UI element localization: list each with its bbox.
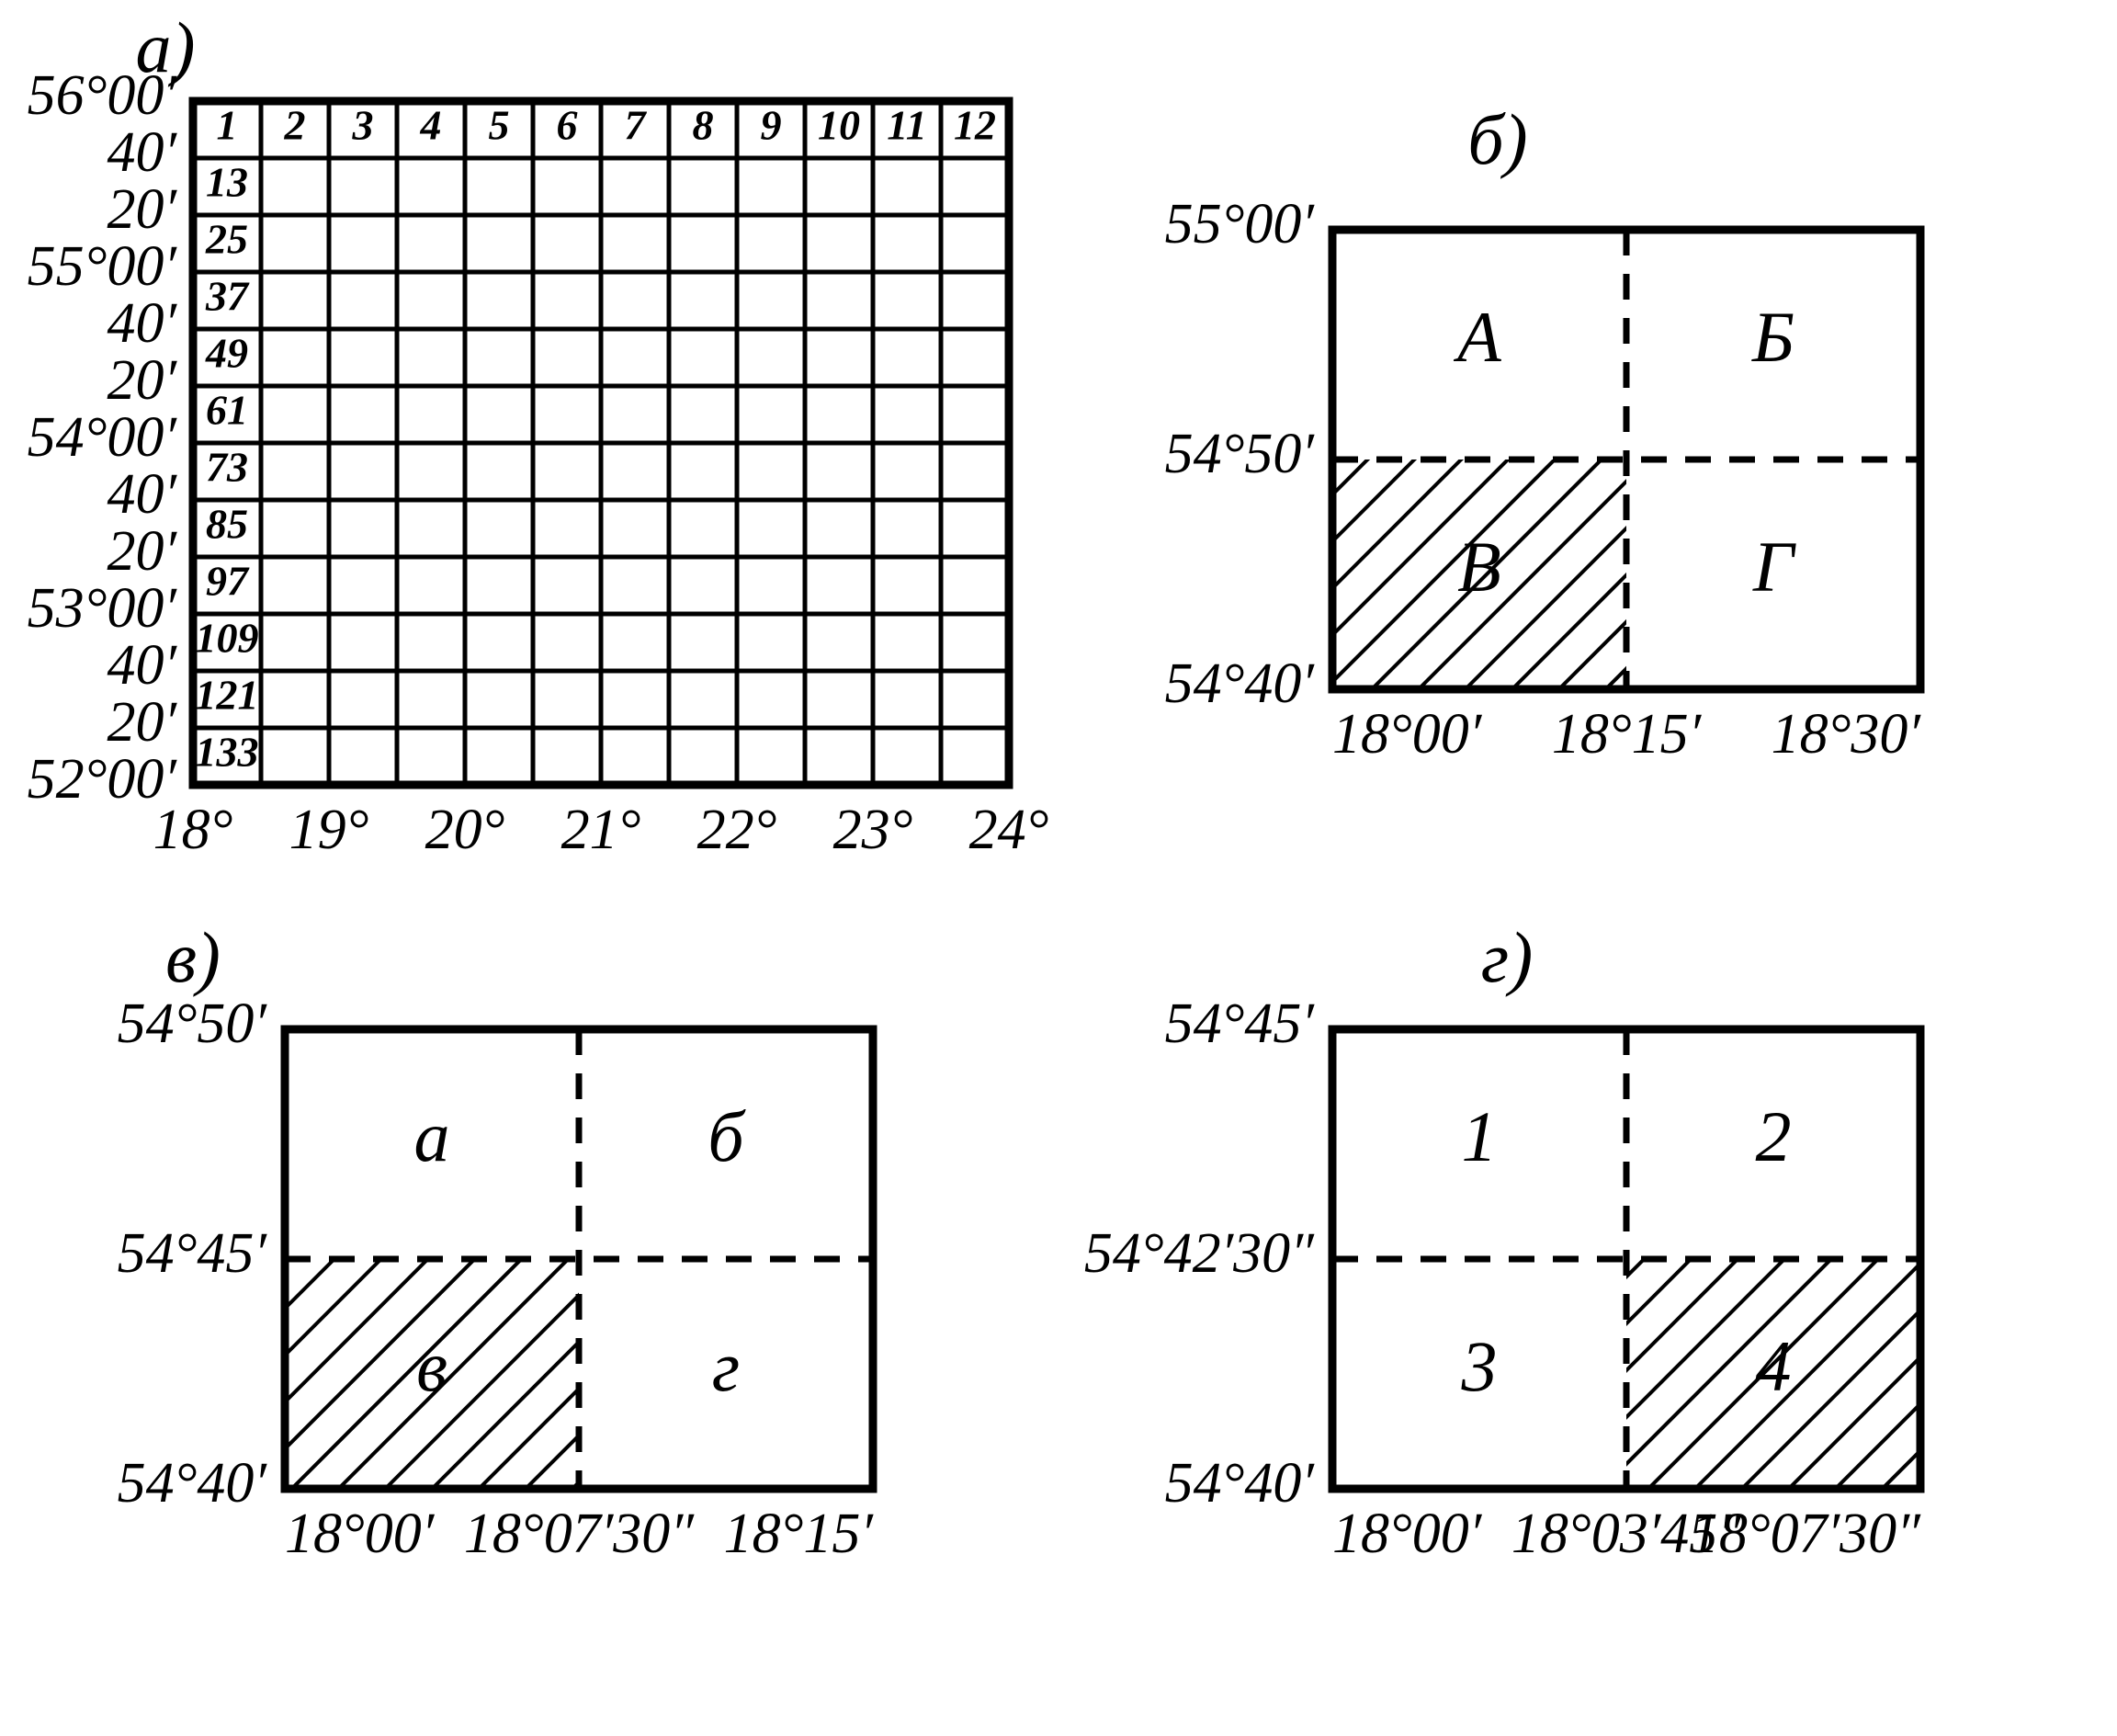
panel-b-xlabel: 18°30′ <box>1772 703 1922 766</box>
panel-b-xlabel: 18°15′ <box>1552 703 1703 766</box>
panel-d-ylabel: 54°45′ <box>1165 993 1316 1055</box>
panel-b-ylabel: 54°50′ <box>1165 423 1316 485</box>
panel-a-xlabel: 24° <box>969 799 1049 861</box>
diagram-root: а)12345678910111213253749617385971091211… <box>0 0 2117 1736</box>
panel-a-ylabel: 40′ <box>107 121 177 184</box>
panel-c: в) а б в г 54°50′ 54°45′ 54°40′ 18°00′ 18°07′30″ 1… <box>118 917 875 1565</box>
grid-top-number: 8 <box>693 102 714 149</box>
grid-top-number: 5 <box>489 102 510 149</box>
quad-label: А <box>1453 297 1501 377</box>
grid-left-number: 85 <box>206 501 248 548</box>
panel-a-xlabel: 22° <box>697 799 777 861</box>
panel-d: г)123454°45′54°42′30″54°40′18°00′18°03′4… <box>1084 917 1921 1565</box>
grid-top-number: 2 <box>284 102 306 149</box>
grid-top-number: 11 <box>887 102 926 149</box>
panel-d-label: г) <box>1481 917 1533 997</box>
grid-left-number: 133 <box>196 729 259 776</box>
panel-a-xlabel: 20° <box>425 799 505 861</box>
panel-c-label: в) <box>165 917 221 997</box>
quad-label: Г <box>1752 527 1796 607</box>
panel-a: а)12345678910111213253749617385971091211… <box>28 7 1049 861</box>
grid-left-number: 49 <box>205 330 248 377</box>
panel-a-ylabel: 20′ <box>107 520 177 583</box>
panel-b-label: б) <box>1467 99 1527 179</box>
grid-left-number: 97 <box>206 558 250 605</box>
grid-top-number: 7 <box>625 102 648 149</box>
grid-top-number: 12 <box>954 102 996 149</box>
panel-a-ylabel: 20′ <box>107 691 177 754</box>
panel-c-xlabel: 18°00′ <box>285 1503 436 1565</box>
grid-left-number: 25 <box>205 216 248 263</box>
panel-a-ylabel: 53°00′ <box>28 577 178 640</box>
panel-b: б) А Б В Г 55°00′ 54°50′ 54°40′ 18°00′ 18°15′ 18°3… <box>1165 99 1922 766</box>
grid-top-number: 10 <box>818 102 860 149</box>
panel-c-ylabel: 54°45′ <box>118 1222 268 1285</box>
panel-a-ylabel: 55°00′ <box>28 235 178 298</box>
panel-c-ylabel: 54°50′ <box>118 993 268 1055</box>
quad-label: б <box>708 1096 746 1176</box>
panel-c-xlabel: 18°07′30″ <box>464 1503 695 1565</box>
panel-a-ylabel: 20′ <box>107 178 177 241</box>
panel-a-ylabel: 40′ <box>107 292 177 355</box>
panel-a-xlabel: 23° <box>833 799 913 861</box>
quad-label: В <box>1457 527 1501 607</box>
quad-label: г <box>712 1326 740 1406</box>
panel-a-ylabel: 54°00′ <box>28 406 178 469</box>
grid-left-number: 73 <box>206 444 248 491</box>
panel-a-ylabel: 20′ <box>107 349 177 412</box>
panel-c-ylabel: 54°40′ <box>118 1452 268 1515</box>
quad-label: а <box>414 1096 450 1176</box>
grid-left-number: 121 <box>196 672 259 719</box>
quad-label: Б <box>1751 297 1794 377</box>
quad-label: 2 <box>1756 1096 1792 1176</box>
quad-label: в <box>416 1326 447 1406</box>
quad-label: 3 <box>1461 1326 1498 1406</box>
grid-left-number: 61 <box>206 387 248 434</box>
panel-b-ylabel: 54°40′ <box>1165 652 1316 715</box>
panel-a-xlabel: 19° <box>289 799 369 861</box>
grid-top-number: 3 <box>352 102 374 149</box>
panel-a-ylabel: 40′ <box>107 463 177 526</box>
grid-top-number: 6 <box>557 102 578 149</box>
panel-c-xlabel: 18°15′ <box>724 1503 875 1565</box>
panel-a-xlabel: 18° <box>153 799 233 861</box>
quad-label: 1 <box>1462 1096 1498 1176</box>
panel-b-xlabel: 18°00′ <box>1332 703 1483 766</box>
panel-d-xlabel: 18°07′30″ <box>1691 1503 1921 1565</box>
grid-top-number: 4 <box>420 102 442 149</box>
panel-a-ylabel: 56°00′ <box>28 64 178 127</box>
quad-label: 4 <box>1756 1326 1792 1406</box>
grid-left-number: 13 <box>206 159 248 206</box>
grid-top-number: 9 <box>761 102 782 149</box>
panel-a-ylabel: 40′ <box>107 634 177 697</box>
grid-top-number: 1 <box>217 102 238 149</box>
panel-a-xlabel: 21° <box>561 799 641 861</box>
panel-d-ylabel: 54°40′ <box>1165 1452 1316 1515</box>
grid-left-number: 37 <box>205 273 250 320</box>
panel-d-xlabel: 18°00′ <box>1332 1503 1483 1565</box>
panel-d-ylabel: 54°42′30″ <box>1084 1222 1315 1285</box>
grid-left-number: 109 <box>196 615 259 662</box>
panel-b-ylabel: 55°00′ <box>1165 193 1316 255</box>
